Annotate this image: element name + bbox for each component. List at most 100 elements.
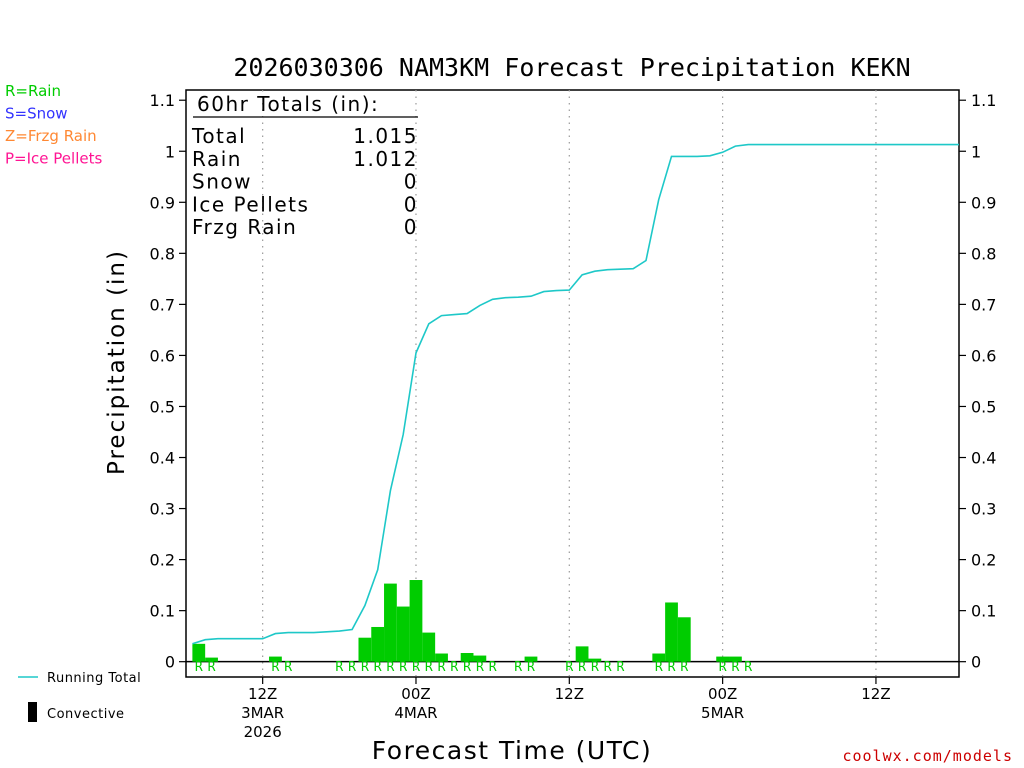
precip-type-mark: R bbox=[527, 660, 535, 675]
y-tick-label-right: 0.5 bbox=[971, 397, 996, 416]
y-tick-label: 0.4 bbox=[150, 449, 175, 468]
precip-type-mark: R bbox=[565, 660, 573, 675]
precip-bar bbox=[192, 643, 206, 662]
precip-bar bbox=[665, 602, 678, 662]
x-tick-label: 2026 bbox=[244, 723, 282, 741]
precip-bar bbox=[409, 580, 423, 662]
type-legend-item: P=Ice Pellets bbox=[5, 150, 102, 168]
y-axis-right: 0 0.1 0.2 0.3 0.4 0.5 0.6 0.7 0.8 0.9 1 1.1 bbox=[959, 91, 996, 672]
x-tick-label: 00Z bbox=[401, 685, 430, 703]
y-tick-label-right: 0.7 bbox=[971, 295, 996, 314]
precip-bar bbox=[269, 656, 282, 662]
y-tick-label: 0.5 bbox=[150, 397, 175, 416]
precip-type-mark: R bbox=[463, 660, 471, 675]
y-tick-label: 0.2 bbox=[150, 551, 175, 570]
totals-row-value: 0 bbox=[404, 192, 418, 216]
totals-row-label: Ice Pellets bbox=[192, 192, 309, 216]
x-tick-label: 3MAR bbox=[241, 704, 284, 722]
precip-bar bbox=[435, 653, 448, 662]
precip-bar bbox=[588, 658, 602, 662]
x-tick-label: 4MAR bbox=[394, 704, 437, 722]
precip-type-mark: R bbox=[208, 660, 216, 675]
y-tick-label: 0 bbox=[165, 653, 175, 672]
x-tick-label: 12Z bbox=[861, 685, 890, 703]
y-tick-label-right: 0.4 bbox=[971, 449, 996, 468]
precip-type-mark: R bbox=[450, 660, 458, 675]
running-total-line bbox=[192, 143, 959, 645]
precip-type-mark: R bbox=[719, 660, 727, 675]
precip-bar bbox=[358, 637, 372, 662]
precip-bar bbox=[422, 632, 436, 662]
precip-type-mark: R bbox=[195, 660, 203, 675]
series-legend: Running Total Convective bbox=[18, 671, 141, 722]
totals-row-label: Snow bbox=[192, 170, 252, 194]
totals-row-label: Frzg Rain bbox=[192, 215, 297, 239]
type-legend-item: R=Rain bbox=[5, 82, 61, 100]
precip-type-mark: R bbox=[438, 660, 446, 675]
x-tick-label: 12Z bbox=[555, 685, 584, 703]
precip-type-mark: R bbox=[476, 660, 484, 675]
y-tick-label-right: 1 bbox=[971, 142, 981, 161]
x-tick-label: 5MAR bbox=[701, 704, 744, 722]
y-tick-label: 0.6 bbox=[150, 346, 175, 365]
precip-bar bbox=[575, 646, 589, 662]
y-tick-label-right: 0.8 bbox=[971, 244, 996, 263]
x-gridlines bbox=[262, 90, 877, 677]
precip-bars bbox=[192, 580, 742, 662]
legend-label: Running Total bbox=[47, 671, 141, 686]
y-tick-label-right: 0.1 bbox=[971, 602, 996, 621]
precip-type-mark: R bbox=[399, 660, 407, 675]
precip-type-mark: R bbox=[412, 660, 420, 675]
y-tick-label-right: 0.6 bbox=[971, 346, 996, 365]
y-axis-left: 0 0.1 0.2 0.3 0.4 0.5 0.6 0.7 0.8 0.9 1 1.1 bbox=[150, 91, 186, 672]
y-tick-label-right: 1.1 bbox=[971, 91, 996, 110]
y-tick-label: 0.8 bbox=[150, 244, 175, 263]
precip-bar bbox=[652, 653, 666, 662]
precip-type-mark: R bbox=[514, 660, 522, 675]
y-tick-label: 0.1 bbox=[150, 602, 175, 621]
precip-type-mark: R bbox=[387, 660, 395, 675]
y-tick-label: 0.3 bbox=[150, 500, 175, 519]
precip-bar bbox=[677, 617, 691, 662]
precip-bar bbox=[729, 656, 742, 662]
totals-row-label: Rain bbox=[192, 147, 242, 171]
precip-type-mark: R bbox=[348, 660, 356, 675]
x-tick-label: 12Z bbox=[248, 685, 277, 703]
y-tick-label: 0.7 bbox=[150, 295, 175, 314]
precip-type-mark: R bbox=[591, 660, 599, 675]
type-legend-item: S=Snow bbox=[5, 105, 68, 123]
source-credit: coolwx.com/models bbox=[842, 747, 1013, 765]
precip-type-mark: R bbox=[731, 660, 739, 675]
plot-frame bbox=[185, 89, 960, 678]
totals-row-value: 0 bbox=[404, 170, 418, 194]
y-tick-label-right: 0.2 bbox=[971, 551, 996, 570]
precip-bar bbox=[205, 657, 218, 662]
totals-row-value: 0 bbox=[404, 215, 418, 239]
y-tick-label-right: 0 bbox=[971, 653, 981, 672]
precip-type-mark: R bbox=[272, 660, 280, 675]
precip-type-mark: R bbox=[616, 660, 624, 675]
legend-label: Convective bbox=[47, 707, 125, 722]
y-tick-label-right: 0.9 bbox=[971, 193, 996, 212]
precip-bar bbox=[384, 583, 397, 662]
precip-type-mark: R bbox=[668, 660, 676, 675]
y-tick-label: 0.9 bbox=[150, 193, 175, 212]
precip-bar bbox=[371, 626, 385, 662]
precip-type-mark: R bbox=[335, 660, 343, 675]
y-tick-label: 1.1 bbox=[150, 91, 175, 110]
totals-row-value: 1.015 bbox=[353, 124, 418, 148]
y-tick-label: 1 bbox=[165, 142, 175, 161]
totals-box: 60hr Totals (in): Total 1.015 Rain 1.012 Sno… bbox=[191, 92, 418, 239]
precip-type-mark: R bbox=[604, 660, 612, 675]
legend-bar-swatch bbox=[28, 702, 37, 722]
precip-type-mark: R bbox=[425, 660, 433, 675]
precip-type-mark: R bbox=[680, 660, 688, 675]
precip-bar bbox=[396, 606, 410, 662]
precip-type-mark: R bbox=[578, 660, 586, 675]
type-legend: R=Rain S=Snow Z=Frzg Rain P=Ice Pellets bbox=[5, 82, 102, 168]
totals-row-value: 1.012 bbox=[353, 147, 418, 171]
